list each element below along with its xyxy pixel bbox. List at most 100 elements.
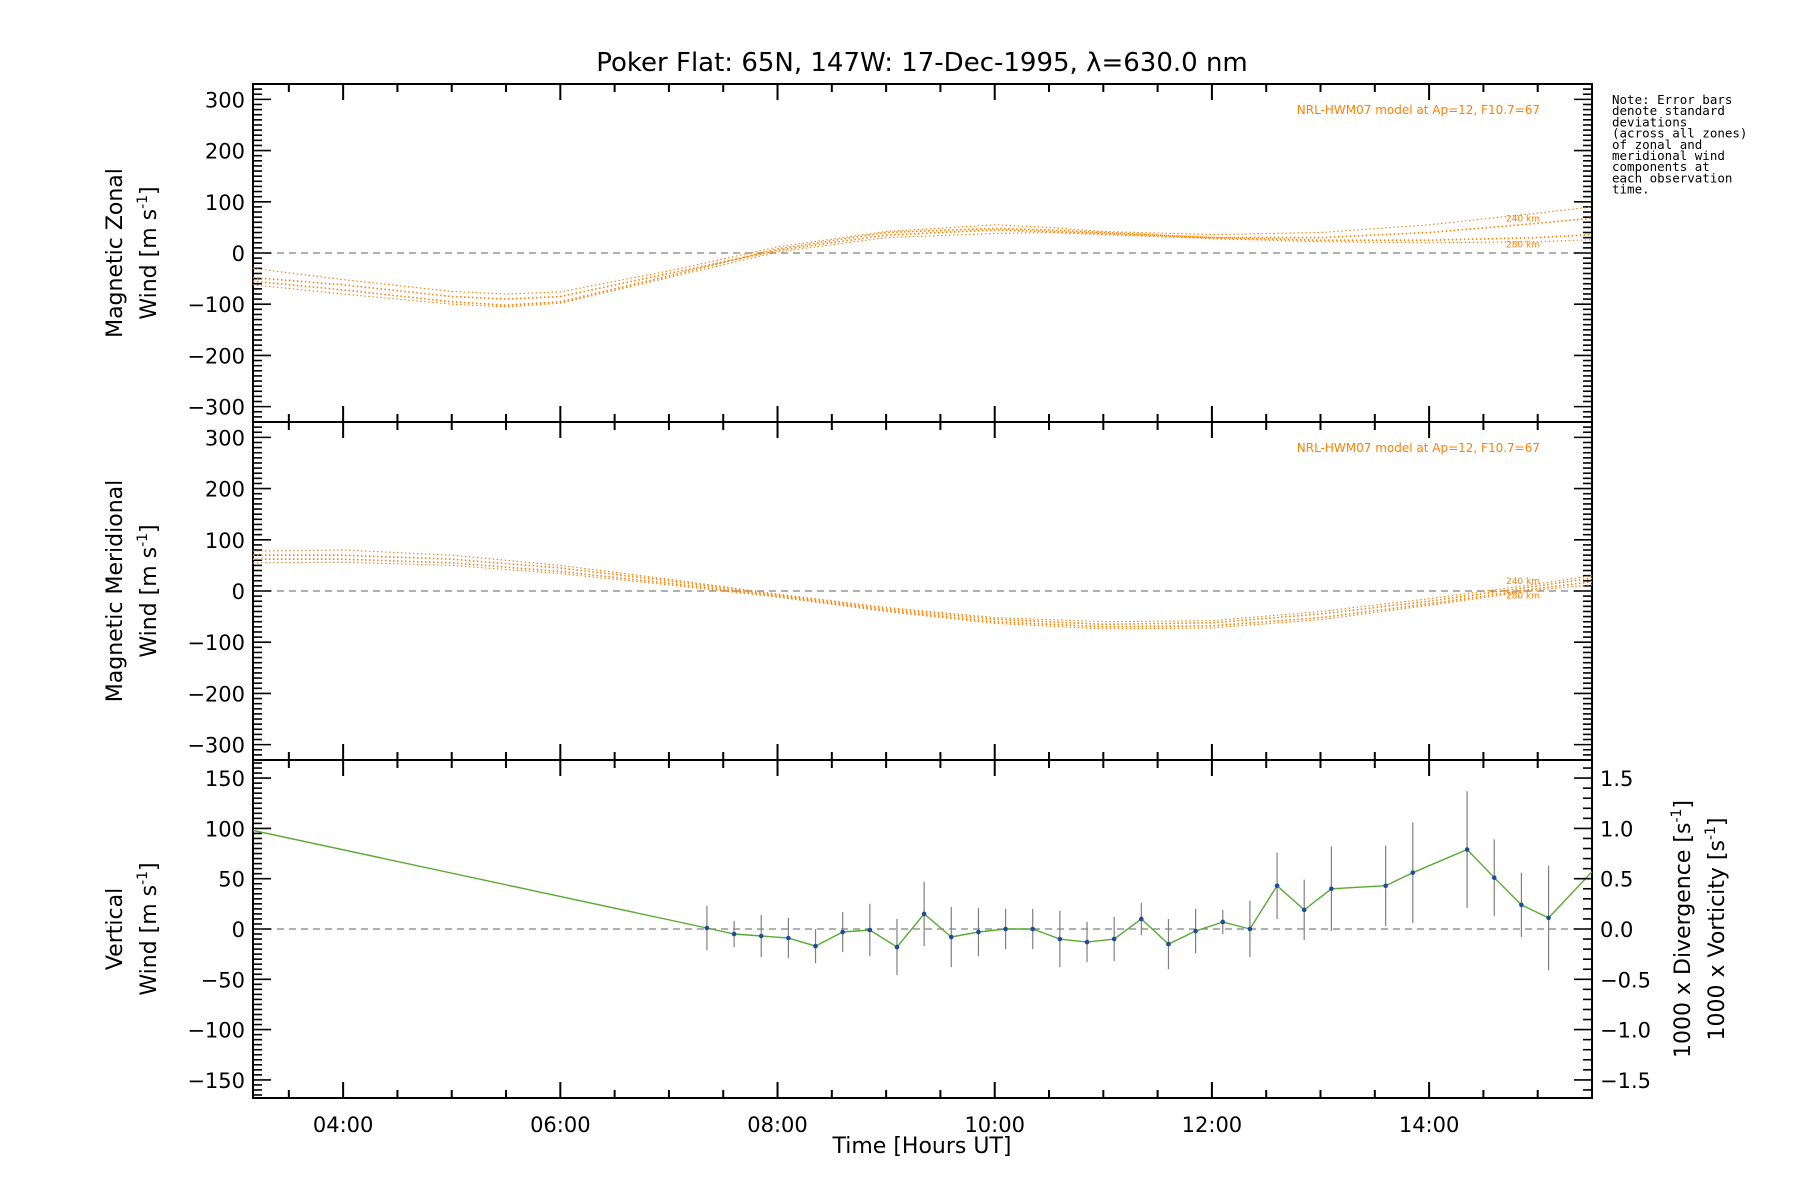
data-point: [813, 943, 818, 949]
note-line: deviations: [1612, 114, 1687, 129]
y-axis-label: Magnetic Meridional: [103, 480, 128, 702]
note-line: denote standard: [1612, 103, 1725, 118]
y-tick-label: 50: [218, 868, 245, 892]
y-axis-label-units: Wind [m s-1]: [135, 524, 162, 657]
chart-title: Poker Flat: 65N, 147W: 17-Dec-1995, λ=63…: [596, 48, 1248, 78]
vertical-wind-line: [252, 829, 1593, 949]
plot-panels: −300 −200 −100 0 100 200 300 Magnetic Zonal Wind…: [103, 83, 1730, 1137]
y2-tick-label: 1.0: [1600, 817, 1633, 841]
data-point: [1383, 883, 1388, 889]
data-point: [1166, 941, 1171, 947]
data-point: [1491, 875, 1497, 880]
note-line: each observation: [1612, 170, 1732, 185]
y2-tick-label: −1.5: [1600, 1069, 1651, 1093]
data-point: [1464, 847, 1470, 852]
x-tick-label: 14:00: [1399, 1113, 1460, 1137]
y-tick-label: 200: [205, 478, 245, 502]
model-curve: [252, 206, 1593, 295]
data-point: [1329, 886, 1334, 892]
model-curve: [253, 554, 1593, 626]
altitude-label: 240 km: [1506, 577, 1540, 587]
divergence-axis-label: 1000 x Divergence [s-1]: [1669, 800, 1696, 1058]
data-point: [1301, 907, 1307, 913]
data-point: [894, 944, 900, 950]
y-axis-label-end: ]: [137, 186, 162, 195]
note-line: meridional wind: [1612, 148, 1725, 163]
y-tick-label: 300: [205, 88, 245, 112]
divergence-axis-label-end: ]: [1671, 800, 1696, 809]
data-point: [786, 935, 791, 941]
vorticity-axis-label-sup: -1: [1703, 826, 1719, 840]
data-point: [867, 927, 873, 933]
note-line: Note: Error bars: [1612, 92, 1732, 107]
altitude-label: 280 km: [1506, 241, 1540, 251]
x-tick-label: 04:00: [313, 1113, 374, 1137]
y-axis-label-units: Wind [m s-1]: [135, 862, 162, 995]
data-point: [1519, 902, 1524, 908]
x-tick-label: 10:00: [964, 1113, 1025, 1137]
y-tick-label: −100: [187, 1019, 245, 1043]
altitude-label: 240 km: [1506, 214, 1540, 224]
data-point: [1410, 870, 1416, 875]
vorticity-axis-label-end: ]: [1705, 817, 1730, 826]
y-axis-label: Vertical: [103, 888, 128, 970]
y-axis-label-end: ]: [137, 862, 162, 871]
model-curve: [253, 558, 1593, 628]
x-tick-label: 08:00: [747, 1113, 808, 1137]
y-tick-label: 0: [232, 242, 245, 266]
note-line: components at: [1612, 159, 1710, 174]
y-axis-label-units: Wind [m s-1]: [135, 186, 162, 319]
panel-zonal: −300 −200 −100 0 100 200 300 Magnetic Zonal Wind…: [103, 83, 1593, 423]
x-tick-label: 06:00: [530, 1113, 591, 1137]
model-curve: [252, 231, 1593, 308]
data-point: [704, 925, 710, 931]
data-point: [840, 929, 845, 935]
y-axis-label-text: Wind [m s: [137, 547, 162, 658]
y-tick-label: 100: [205, 529, 245, 553]
data-point: [1084, 939, 1090, 945]
data-point: [1193, 928, 1198, 934]
note-line: (across all zones): [1612, 126, 1747, 141]
altitude-label: 280 km: [1506, 591, 1540, 601]
data-point: [1274, 883, 1280, 889]
data-point: [1111, 936, 1117, 942]
y-tick-label: 100: [205, 817, 245, 841]
y-tick-label: −100: [187, 293, 245, 317]
y-axis-label-sup: -1: [135, 195, 151, 209]
data-point: [1247, 926, 1253, 932]
y-tick-label: 0: [232, 580, 245, 604]
divergence-axis-label-sup: -1: [1669, 809, 1685, 823]
data-point: [1546, 915, 1551, 921]
y-axis-label-sup: -1: [135, 533, 151, 547]
y-tick-label: −200: [187, 344, 245, 368]
plot-frame: [252, 83, 1593, 423]
data-point: [1220, 919, 1226, 925]
y2-tick-label: 1.5: [1600, 767, 1633, 791]
model-curve: [252, 561, 1593, 630]
y-tick-label: 150: [205, 767, 245, 791]
y-tick-label: 300: [205, 426, 245, 450]
y-tick-label: −100: [187, 631, 245, 655]
model-curve: [252, 227, 1593, 307]
y2-tick-label: 0.5: [1600, 868, 1633, 892]
x-axis-label: Time [Hours UT]: [832, 1134, 1012, 1159]
y-tick-label: −150: [187, 1069, 245, 1093]
data-point: [1003, 926, 1008, 932]
y-tick-label: −200: [187, 682, 245, 706]
data-point: [921, 911, 927, 917]
y2-tick-label: −0.5: [1600, 968, 1651, 992]
data-point: [1057, 936, 1063, 942]
panel-meridional: −300 −200 −100 0 100 200 300 Magnetic Meridiona…: [103, 421, 1593, 761]
y-axis-label-end: ]: [137, 524, 162, 533]
y-tick-label: 200: [205, 140, 245, 164]
data-point: [976, 929, 981, 935]
y-tick-label: 100: [205, 191, 245, 215]
note-line: of zonal and: [1612, 137, 1702, 152]
y-tick-label: −300: [187, 396, 245, 420]
vorticity-axis-label-text: 1000 x Vorticity [s: [1705, 840, 1730, 1040]
y-axis-label: Magnetic Zonal: [103, 168, 128, 338]
vorticity-axis-label: 1000 x Vorticity [s-1]: [1703, 817, 1730, 1040]
x-tick-label: 12:00: [1182, 1113, 1243, 1137]
